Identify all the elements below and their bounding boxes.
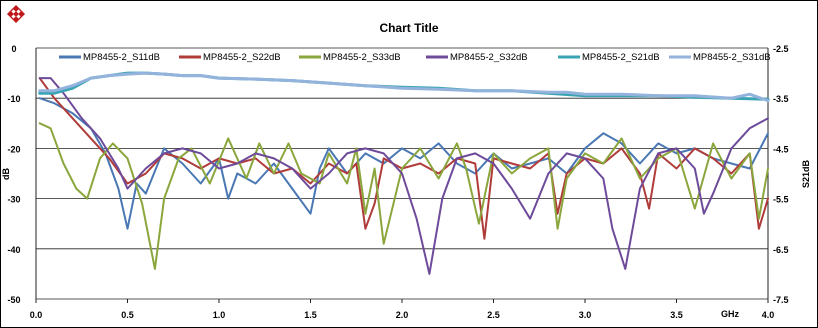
x-tick-label: 1.0 — [213, 310, 226, 320]
y-tick-label: -50 — [7, 295, 20, 305]
y2-tick-label: -2.5 — [773, 44, 789, 54]
x-tick-label: 3.5 — [670, 310, 683, 320]
series-line-2 — [38, 77, 769, 240]
legend-entry: MP8455-2_S21dB — [582, 52, 660, 63]
y-tick-label: -20 — [7, 144, 20, 154]
y-axis-label: dB — [1, 168, 11, 180]
x-tick-label: 4.0 — [762, 310, 775, 320]
legend-entry: MP8455-2_S31dB — [693, 52, 771, 63]
y2-axis-label: S21dB — [801, 159, 811, 188]
y2-tick-label: -7.5 — [773, 295, 789, 305]
x-tick-label: 0.0 — [30, 310, 43, 320]
y-tick-label: -40 — [7, 245, 20, 255]
x-tick-label: 2.0 — [396, 310, 409, 320]
series-line-3 — [38, 122, 769, 270]
y-tick-label: -30 — [7, 195, 20, 205]
y2-tick-label: -5.5 — [773, 195, 789, 205]
series-line-6 — [38, 71, 770, 103]
y-tick-label: -10 — [7, 94, 20, 104]
legend-entry: MP8455-2_S11dB — [83, 52, 160, 63]
legend-entry: MP8455-2_S22dB — [203, 52, 281, 63]
series-line-1 — [38, 97, 769, 230]
y2-tick-label: -4.5 — [773, 144, 789, 154]
y2-tick-label: -3.5 — [773, 94, 789, 104]
legend-entry: MP8455-2_S33dB — [323, 52, 401, 63]
x-tick-label: 1.5 — [304, 310, 317, 320]
x-tick-label: 2.5 — [487, 310, 500, 320]
x-axis-label: GHz — [721, 309, 740, 319]
x-tick-label: 0.5 — [121, 310, 134, 320]
diamond-logo-icon — [7, 5, 25, 23]
x-tick-label: 3.0 — [579, 310, 592, 320]
y2-tick-label: -6.5 — [773, 245, 789, 255]
y-tick-label: 0 — [11, 44, 16, 54]
legend-entry: MP8455-2_S32dB — [450, 52, 528, 63]
series-line-4 — [38, 77, 769, 275]
chart-title: Chart Title — [379, 21, 438, 35]
